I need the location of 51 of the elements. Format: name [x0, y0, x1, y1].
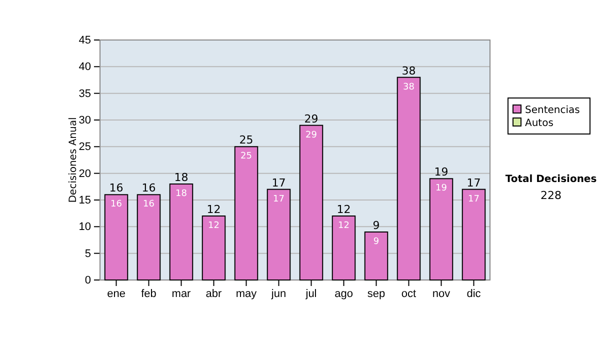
- total-label: 12: [206, 203, 221, 216]
- data-label: 17: [273, 194, 284, 204]
- x-tick-label: abr: [206, 288, 222, 300]
- x-tick-label: ago: [334, 288, 353, 300]
- total-label: 12: [336, 203, 351, 216]
- data-label: 18: [176, 189, 188, 199]
- x-tick-label: mar: [172, 288, 192, 300]
- data-label: 19: [436, 184, 448, 194]
- total-label: 16: [142, 182, 156, 195]
- total-label: 17: [466, 176, 481, 190]
- text: Total Decisiones: [505, 174, 597, 185]
- data-label: 38: [403, 82, 415, 92]
- legend-label: Sentencias: [525, 105, 580, 116]
- x-tick-label: jul: [304, 288, 317, 300]
- x-tick-label: ene: [107, 288, 126, 300]
- x-tick-label: dic: [466, 288, 482, 300]
- x-tick-label: jun: [270, 288, 286, 300]
- total-label: 9: [372, 219, 380, 232]
- total-label: 29: [304, 112, 318, 126]
- total-label: 17: [272, 176, 286, 190]
- total-label: 25: [239, 134, 254, 147]
- data-label: 25: [240, 152, 252, 162]
- y-tick-label: 45: [78, 34, 91, 47]
- y-axis-title: Decisiones Anual: [68, 117, 79, 203]
- data-label: 29: [306, 130, 318, 140]
- total-label: 18: [174, 171, 188, 184]
- x-tick-label: feb: [141, 288, 156, 300]
- legend-label: Autos: [525, 118, 554, 129]
- data-label: 9: [373, 237, 380, 247]
- data-label: 16: [110, 200, 122, 210]
- y-tick-label: 25: [78, 141, 91, 154]
- y-tick-label: 35: [78, 88, 91, 100]
- y-tick-label: 40: [78, 61, 91, 74]
- x-tick-label: nov: [432, 288, 451, 300]
- text: 228: [540, 189, 562, 202]
- x-tick-label: may: [236, 288, 258, 300]
- x-tick-label: oct: [401, 288, 416, 300]
- data-label: 12: [208, 221, 220, 231]
- data-label: 17: [468, 194, 480, 204]
- x-tick-label: sep: [367, 288, 386, 300]
- y-tick-label: 0: [84, 274, 91, 287]
- total-label: 38: [402, 64, 416, 78]
- data-label: 16: [143, 200, 155, 210]
- total-label: 19: [434, 166, 448, 179]
- y-tick-label: 20: [78, 168, 91, 180]
- y-tick-label: 30: [78, 114, 91, 127]
- y-tick-label: 15: [78, 194, 91, 207]
- data-label: 12: [338, 221, 350, 231]
- y-tick-label: 10: [78, 221, 91, 234]
- y-tick-label: 5: [84, 248, 91, 260]
- total-label: 16: [109, 182, 124, 195]
